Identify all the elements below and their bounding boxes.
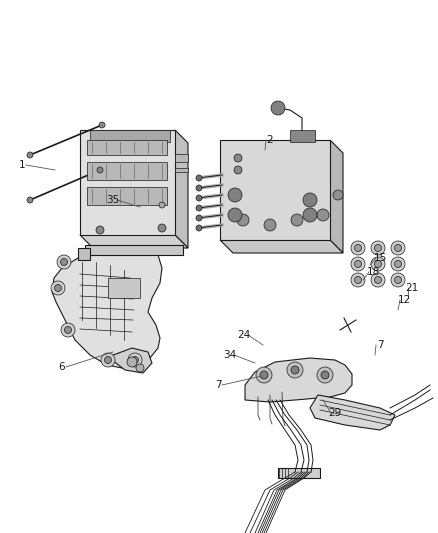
Circle shape xyxy=(317,209,329,221)
Text: 7: 7 xyxy=(215,380,221,390)
Circle shape xyxy=(391,241,405,255)
Circle shape xyxy=(64,327,71,334)
Text: 2: 2 xyxy=(267,135,273,145)
Circle shape xyxy=(374,261,381,268)
Text: 35: 35 xyxy=(106,195,120,205)
Polygon shape xyxy=(245,358,352,402)
Polygon shape xyxy=(80,130,175,235)
Circle shape xyxy=(61,323,75,337)
Circle shape xyxy=(354,277,361,284)
Text: 12: 12 xyxy=(397,295,411,305)
Circle shape xyxy=(351,257,365,271)
FancyBboxPatch shape xyxy=(175,168,188,172)
Circle shape xyxy=(158,224,166,232)
Text: 29: 29 xyxy=(328,408,342,418)
Circle shape xyxy=(303,193,317,207)
Circle shape xyxy=(127,357,137,367)
Circle shape xyxy=(333,190,343,200)
Circle shape xyxy=(395,245,402,252)
Circle shape xyxy=(96,226,104,234)
Text: 1: 1 xyxy=(19,160,25,170)
FancyBboxPatch shape xyxy=(87,140,167,155)
Circle shape xyxy=(196,215,202,221)
Circle shape xyxy=(196,195,202,201)
Polygon shape xyxy=(52,242,162,368)
Circle shape xyxy=(60,259,67,265)
Text: 21: 21 xyxy=(406,283,419,293)
Circle shape xyxy=(196,205,202,211)
Polygon shape xyxy=(220,240,343,253)
Circle shape xyxy=(351,273,365,287)
Circle shape xyxy=(351,241,365,255)
Circle shape xyxy=(228,188,242,202)
Circle shape xyxy=(371,257,385,271)
Polygon shape xyxy=(290,130,315,142)
Polygon shape xyxy=(85,245,183,255)
Circle shape xyxy=(354,261,361,268)
Circle shape xyxy=(228,208,242,222)
Polygon shape xyxy=(175,130,188,248)
Circle shape xyxy=(391,273,405,287)
Circle shape xyxy=(196,175,202,181)
Polygon shape xyxy=(310,395,395,430)
Circle shape xyxy=(291,214,303,226)
Circle shape xyxy=(196,225,202,231)
Circle shape xyxy=(395,277,402,284)
Circle shape xyxy=(395,261,402,268)
Circle shape xyxy=(57,255,71,269)
Polygon shape xyxy=(108,348,152,373)
Text: 34: 34 xyxy=(223,350,237,360)
FancyBboxPatch shape xyxy=(108,278,140,298)
Polygon shape xyxy=(90,130,170,142)
Polygon shape xyxy=(80,235,188,248)
Circle shape xyxy=(54,285,61,292)
Circle shape xyxy=(371,241,385,255)
Text: 18: 18 xyxy=(366,267,380,277)
Circle shape xyxy=(256,367,272,383)
Text: 7: 7 xyxy=(377,340,383,350)
Text: 24: 24 xyxy=(237,330,251,340)
Circle shape xyxy=(101,353,115,367)
Polygon shape xyxy=(78,248,90,260)
Polygon shape xyxy=(220,140,330,240)
Circle shape xyxy=(260,371,268,379)
Circle shape xyxy=(27,152,33,158)
Polygon shape xyxy=(278,468,320,478)
Circle shape xyxy=(97,167,103,173)
Text: 6: 6 xyxy=(59,362,65,372)
Circle shape xyxy=(374,277,381,284)
Circle shape xyxy=(291,366,299,374)
Circle shape xyxy=(99,122,105,128)
FancyBboxPatch shape xyxy=(175,154,188,162)
Circle shape xyxy=(391,257,405,271)
Circle shape xyxy=(321,371,329,379)
Circle shape xyxy=(131,357,138,364)
Circle shape xyxy=(196,185,202,191)
Polygon shape xyxy=(330,140,343,253)
Circle shape xyxy=(271,101,285,115)
Circle shape xyxy=(371,273,385,287)
Circle shape xyxy=(317,367,333,383)
Circle shape xyxy=(264,219,276,231)
FancyBboxPatch shape xyxy=(87,187,167,205)
Circle shape xyxy=(237,214,249,226)
Circle shape xyxy=(234,166,242,174)
Circle shape xyxy=(234,154,242,162)
Circle shape xyxy=(136,364,144,372)
FancyBboxPatch shape xyxy=(87,162,167,180)
Circle shape xyxy=(159,202,165,208)
Circle shape xyxy=(128,353,142,367)
Circle shape xyxy=(303,208,317,222)
Circle shape xyxy=(374,245,381,252)
Circle shape xyxy=(105,357,112,364)
Circle shape xyxy=(287,362,303,378)
Circle shape xyxy=(27,197,33,203)
Circle shape xyxy=(354,245,361,252)
Circle shape xyxy=(51,281,65,295)
Text: 15: 15 xyxy=(373,253,387,263)
